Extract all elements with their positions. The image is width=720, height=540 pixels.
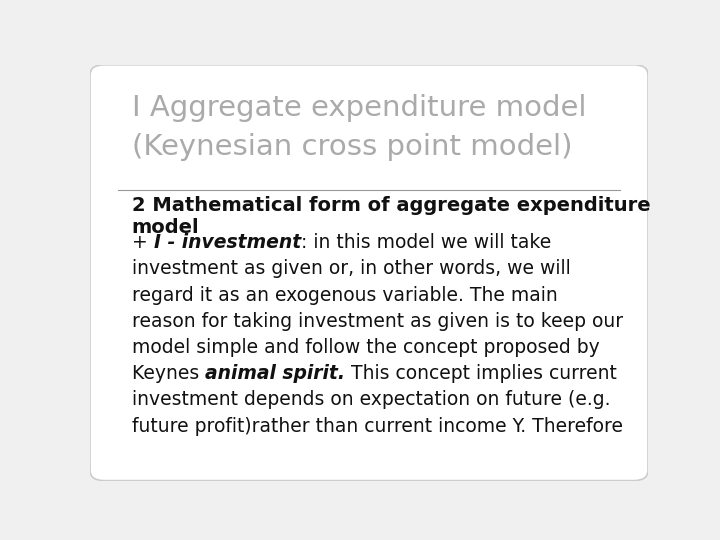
Text: 2 Mathematical form of aggregate expenditure: 2 Mathematical form of aggregate expendi… [132,196,650,215]
Text: I Aggregate expenditure model: I Aggregate expenditure model [132,94,586,122]
Text: animal spirit.: animal spirit. [205,364,345,383]
Text: Keynes: Keynes [132,364,205,383]
FancyBboxPatch shape [90,65,648,481]
Text: reason for taking investment as given is to keep our: reason for taking investment as given is… [132,312,623,331]
Text: investment depends on expectation on future (e.g.: investment depends on expectation on fut… [132,390,611,409]
Text: model simple and follow the concept proposed by: model simple and follow the concept prop… [132,338,600,357]
Text: future profit)rather than current income Y. Therefore: future profit)rather than current income… [132,416,623,436]
Text: +: + [132,233,153,252]
Text: regard it as an exogenous variable. The main: regard it as an exogenous variable. The … [132,286,557,305]
Text: I - investment: I - investment [153,233,301,252]
Text: This concept implies current: This concept implies current [345,364,617,383]
Text: (Keynesian cross point model): (Keynesian cross point model) [132,133,572,161]
Text: model: model [132,218,199,237]
Text: : in this model we will take: : in this model we will take [301,233,551,252]
Text: investment as given or, in other words, we will: investment as given or, in other words, … [132,259,571,279]
